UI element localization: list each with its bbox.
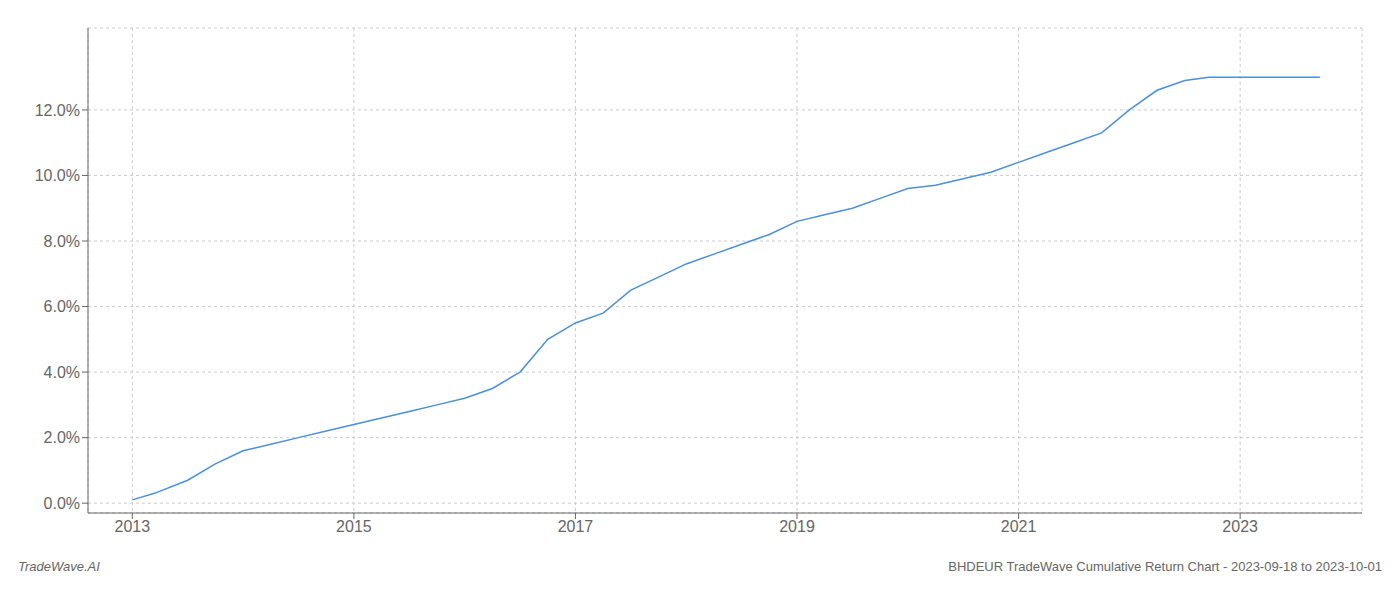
svg-text:0.0%: 0.0% [44,495,80,512]
svg-text:2017: 2017 [558,518,594,535]
svg-text:6.0%: 6.0% [44,298,80,315]
svg-text:2.0%: 2.0% [44,429,80,446]
svg-text:2019: 2019 [779,518,815,535]
svg-text:2015: 2015 [336,518,372,535]
svg-text:8.0%: 8.0% [44,233,80,250]
svg-text:10.0%: 10.0% [35,167,80,184]
html-text:BHDEUR TradeWave Cumulative Re: BHDEUR TradeWave Cumulative Return Chart… [948,559,1382,574]
svg-text:2021: 2021 [1001,518,1037,535]
svg-text:12.0%: 12.0% [35,102,80,119]
svg-text:4.0%: 4.0% [44,364,80,381]
svg-text:2013: 2013 [115,518,151,535]
svg-text:2023: 2023 [1222,518,1258,535]
html-text:TradeWave.AI: TradeWave.AI [18,559,100,574]
